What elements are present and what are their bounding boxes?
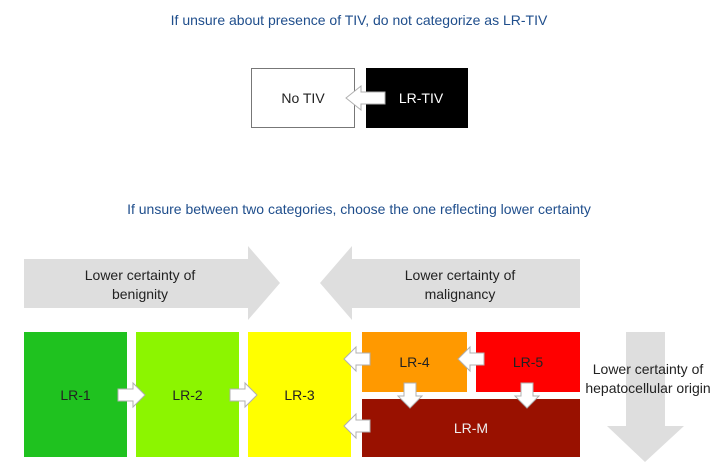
lr-4-box: LR-4 <box>362 332 467 392</box>
lr5-to-lrm-arrow <box>513 382 541 409</box>
benignity-band-arrow <box>24 246 280 320</box>
lr-5-box: LR-5 <box>476 332 580 392</box>
lr-3-label: LR-3 <box>284 386 315 403</box>
lr-m-label: LR-M <box>453 420 489 436</box>
lr4-to-lrm-arrow <box>396 382 424 409</box>
lr1-to-lr2-arrow <box>117 381 146 409</box>
benignity-label: Lower certainty of benignity <box>84 267 196 302</box>
lr-tiv-label: LR-TIV <box>398 90 444 106</box>
hepatocellular-label: Lower certainty of hepatocellular origin <box>585 361 711 396</box>
lr-4-label: LR-4 <box>399 354 430 370</box>
lr-m-box: LR-M <box>362 399 580 457</box>
lr4-to-lr3-arrow <box>343 345 371 373</box>
tiv-left-arrow <box>345 84 386 112</box>
lr2-to-lr3-arrow <box>229 381 258 409</box>
hepatocellular-down-arrow <box>607 332 684 462</box>
lr-3-box: LR-3 <box>248 332 351 457</box>
lr-5-label: LR-5 <box>512 354 544 370</box>
lr-tiv-box: LR-TIV <box>366 68 468 128</box>
tiv-rule-heading: If unsure about presence of TIV, do not … <box>170 12 548 28</box>
malignancy-band-arrow <box>320 246 580 320</box>
lr-1-box: LR-1 <box>24 332 127 457</box>
lrm-to-lr3-arrow <box>343 412 371 440</box>
lr5-to-lr4-arrow <box>457 345 485 373</box>
lr-2-box: LR-2 <box>136 332 239 457</box>
lr-2-label: LR-2 <box>172 386 203 403</box>
no-tiv-label: No TIV <box>281 90 325 106</box>
category-rule-heading: If unsure between two categories, choose… <box>127 201 591 217</box>
malignancy-label: Lower certainty of malignancy <box>404 267 516 302</box>
lr-1-label: LR-1 <box>60 386 91 403</box>
